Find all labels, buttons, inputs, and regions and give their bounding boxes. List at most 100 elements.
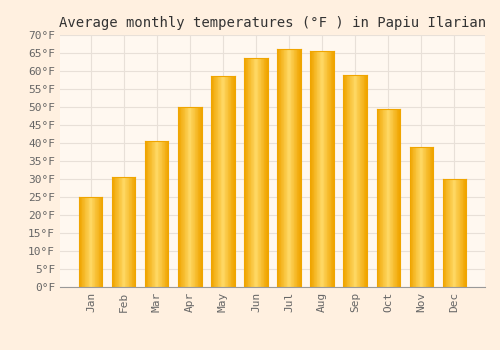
Bar xyxy=(325,51,326,287)
Title: Average monthly temperatures (°F ) in Papiu Ilarian: Average monthly temperatures (°F ) in Pa… xyxy=(59,16,486,30)
Bar xyxy=(114,177,116,287)
Bar xyxy=(456,179,457,287)
Bar xyxy=(426,147,428,287)
Bar xyxy=(82,197,83,287)
Bar xyxy=(264,58,265,287)
Bar xyxy=(380,109,381,287)
Bar xyxy=(457,179,458,287)
Bar xyxy=(122,177,123,287)
Bar xyxy=(232,76,233,287)
Bar xyxy=(188,107,189,287)
Bar xyxy=(254,58,255,287)
Bar xyxy=(134,177,136,287)
Bar xyxy=(160,141,161,287)
Bar xyxy=(259,58,260,287)
Bar xyxy=(198,107,199,287)
Bar xyxy=(184,107,186,287)
Bar xyxy=(118,177,120,287)
Bar xyxy=(192,107,193,287)
Bar xyxy=(461,179,462,287)
Bar xyxy=(193,107,194,287)
Bar xyxy=(148,141,149,287)
Bar xyxy=(244,58,245,287)
Bar xyxy=(246,58,248,287)
Bar xyxy=(186,107,187,287)
Bar xyxy=(283,49,284,287)
Bar xyxy=(262,58,263,287)
Bar xyxy=(93,197,94,287)
Bar xyxy=(81,197,82,287)
Bar xyxy=(398,109,399,287)
Bar xyxy=(417,147,418,287)
Bar xyxy=(389,109,390,287)
Bar xyxy=(166,141,167,287)
Bar xyxy=(359,75,360,287)
Bar xyxy=(322,51,323,287)
Bar xyxy=(344,75,345,287)
Bar xyxy=(290,49,292,287)
Bar xyxy=(86,197,87,287)
Bar xyxy=(127,177,128,287)
Bar xyxy=(358,75,359,287)
Bar xyxy=(312,51,313,287)
Bar xyxy=(84,197,86,287)
Bar xyxy=(92,197,93,287)
Bar xyxy=(250,58,252,287)
Bar xyxy=(314,51,315,287)
Bar xyxy=(224,76,226,287)
Bar xyxy=(219,76,220,287)
Bar xyxy=(455,179,456,287)
Bar xyxy=(384,109,385,287)
Bar xyxy=(319,51,320,287)
Bar xyxy=(454,179,455,287)
Bar xyxy=(428,147,429,287)
Bar xyxy=(229,76,230,287)
Bar xyxy=(153,141,154,287)
Bar xyxy=(222,76,223,287)
Bar xyxy=(311,51,312,287)
Bar xyxy=(163,141,164,287)
Bar xyxy=(348,75,349,287)
Bar xyxy=(187,107,188,287)
Bar xyxy=(376,109,378,287)
Bar xyxy=(151,141,152,287)
Bar xyxy=(183,107,184,287)
Bar xyxy=(430,147,431,287)
Bar xyxy=(414,147,415,287)
Bar xyxy=(332,51,333,287)
Bar xyxy=(447,179,448,287)
Bar xyxy=(178,107,179,287)
Bar xyxy=(226,76,227,287)
Bar xyxy=(421,147,422,287)
Bar xyxy=(288,49,289,287)
Bar xyxy=(315,51,316,287)
Bar xyxy=(450,179,451,287)
Bar xyxy=(217,76,218,287)
Bar xyxy=(285,49,286,287)
Bar xyxy=(416,147,417,287)
Bar xyxy=(323,51,324,287)
Bar xyxy=(451,179,452,287)
Bar xyxy=(394,109,395,287)
Bar xyxy=(452,179,454,287)
Bar xyxy=(460,179,461,287)
Bar xyxy=(157,141,158,287)
Bar xyxy=(445,179,446,287)
Bar xyxy=(355,75,356,287)
Bar xyxy=(100,197,101,287)
Bar xyxy=(97,197,98,287)
Bar xyxy=(350,75,351,287)
Bar xyxy=(345,75,346,287)
Bar xyxy=(162,141,163,287)
Bar xyxy=(80,197,81,287)
Bar xyxy=(324,51,325,287)
Bar xyxy=(378,109,379,287)
Bar xyxy=(328,51,329,287)
Bar xyxy=(293,49,294,287)
Bar xyxy=(333,51,334,287)
Bar xyxy=(149,141,150,287)
Bar xyxy=(425,147,426,287)
Bar xyxy=(391,109,392,287)
Bar xyxy=(296,49,298,287)
Bar xyxy=(419,147,420,287)
